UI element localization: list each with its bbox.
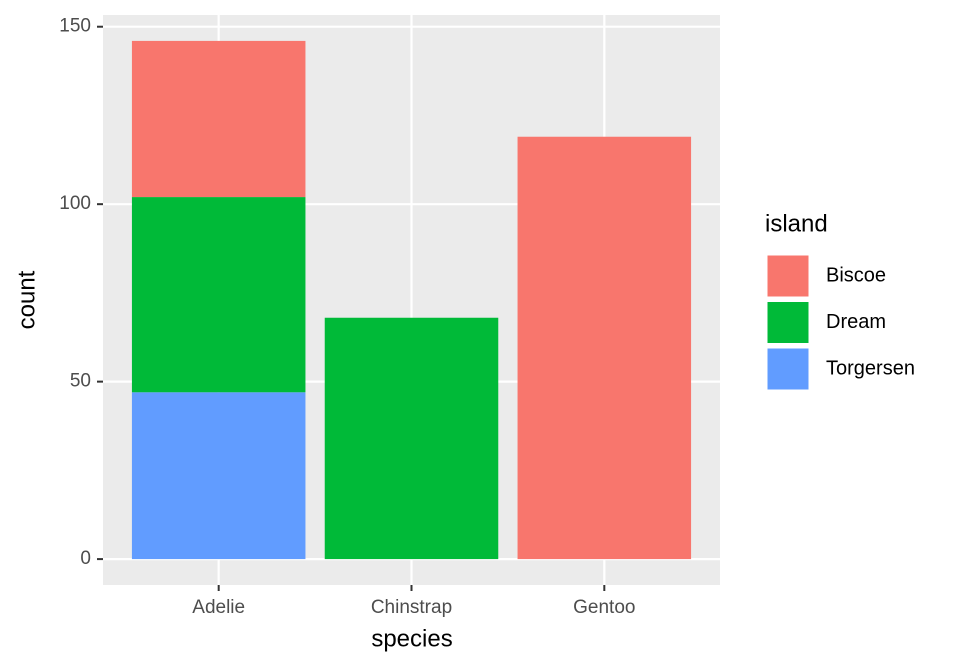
legend-key [766,347,810,391]
legend-label: Biscoe [826,264,886,286]
legend-label: Dream [826,311,886,333]
bar-segment [324,317,499,560]
x-tick-label: Chinstrap [371,597,452,618]
bar-segment [131,392,306,560]
legend-label: Torgersen [826,357,915,379]
bar-segment [131,40,306,198]
y-tick-label: 0 [80,548,91,569]
y-tick-label: 50 [70,371,91,392]
x-tick-label: Adelie [192,597,245,618]
x-tick-label: Gentoo [573,597,635,618]
bar-segment [517,136,692,560]
x-axis-title: species [371,625,452,652]
bar-segment [131,197,306,393]
legend-key [766,254,810,298]
legend-title: island [765,210,828,237]
y-axis-title: count [13,270,40,329]
y-tick-label: 100 [59,193,91,214]
y-tick-label: 150 [59,16,91,37]
legend-key [766,301,810,344]
